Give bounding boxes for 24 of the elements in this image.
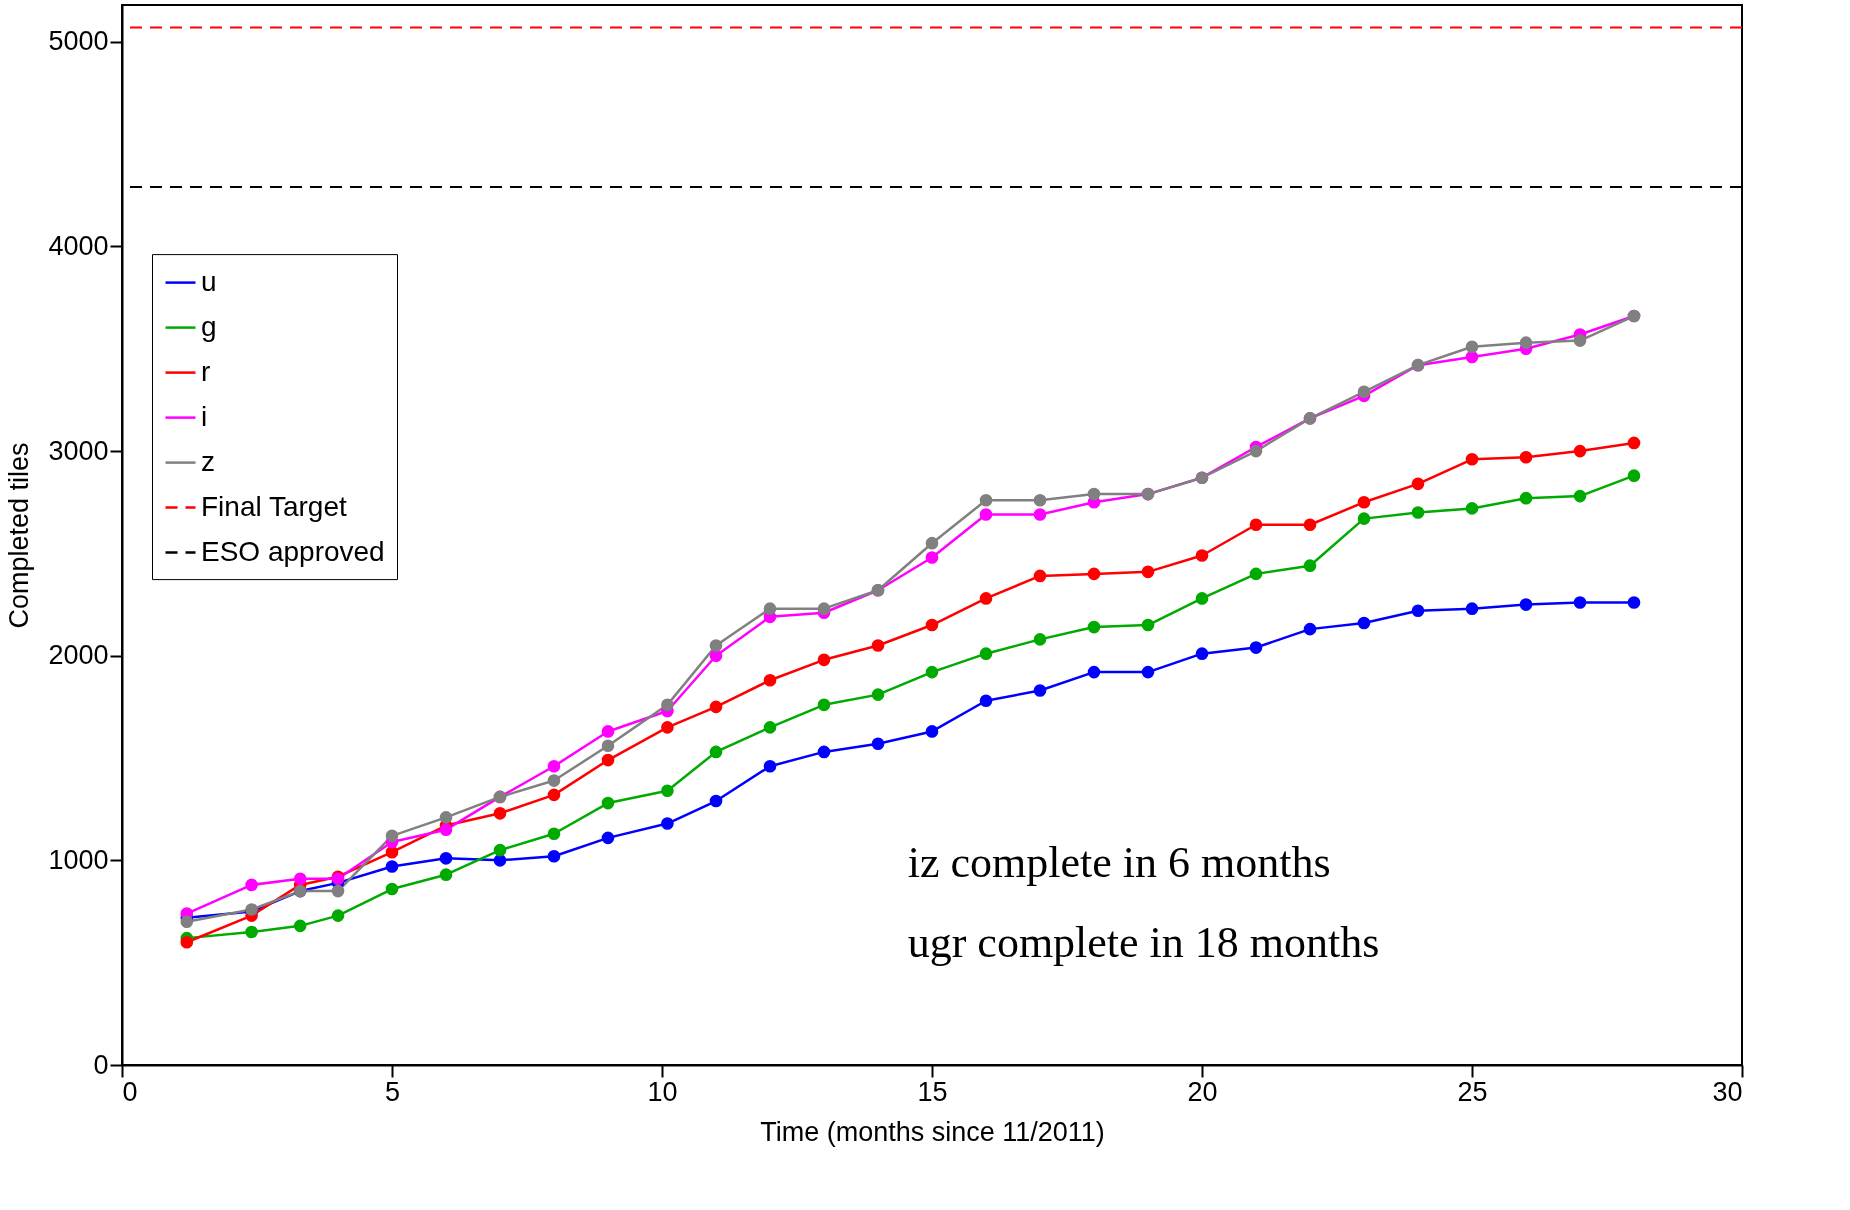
legend-label: r xyxy=(201,355,211,387)
legend-label: z xyxy=(201,445,215,477)
annotation: iz complete in 6 months xyxy=(907,837,1331,887)
y-tick-label: 2000 xyxy=(48,640,109,671)
legend-label: u xyxy=(201,265,217,297)
legend-label: i xyxy=(201,400,208,432)
x-tick-label: 10 xyxy=(647,1076,678,1107)
legend-label: Final Target xyxy=(201,490,347,522)
y-tick-label: 1000 xyxy=(48,844,109,875)
x-tick-label: 15 xyxy=(917,1076,948,1107)
y-axis-title: Completed tiles xyxy=(4,442,35,629)
x-tick-label: 0 xyxy=(122,1076,138,1107)
y-tick-label: 3000 xyxy=(48,435,109,466)
x-tick-label: 20 xyxy=(1187,1076,1218,1107)
annotation: ugr complete in 18 months xyxy=(907,917,1380,967)
y-tick-label: 0 xyxy=(93,1049,109,1080)
x-tick-label: 5 xyxy=(384,1076,401,1107)
legend-label: ESO approved xyxy=(201,535,385,567)
y-tick-label: 4000 xyxy=(48,230,109,261)
x-tick-label: 30 xyxy=(1712,1076,1743,1107)
legend-label: g xyxy=(201,310,217,342)
x-axis-title: Time (months since 11/2011) xyxy=(760,1116,1105,1147)
y-tick-label: 5000 xyxy=(48,26,109,57)
x-tick-label: 25 xyxy=(1457,1076,1488,1107)
